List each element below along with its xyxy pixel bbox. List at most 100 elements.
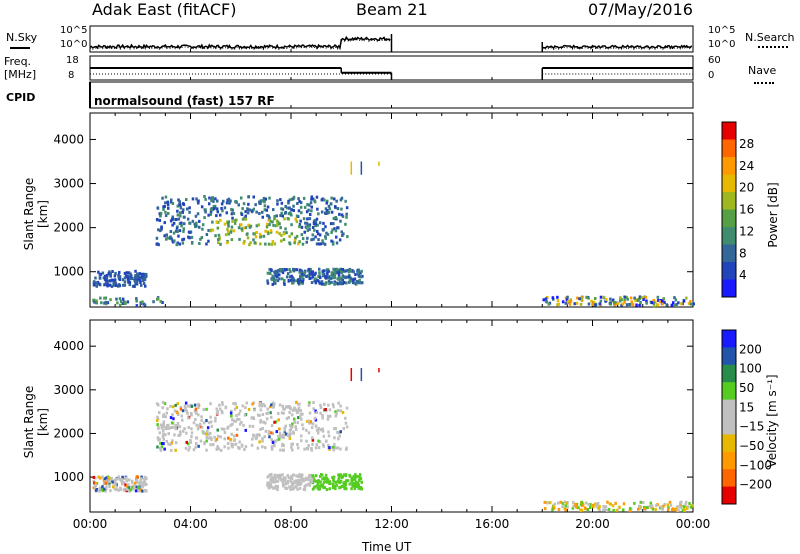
vel-echo-early-14	[108, 481, 111, 485]
vel-echo-main-140	[258, 440, 261, 444]
power-echo-ground-139	[625, 303, 629, 307]
vel-echo-ground-57	[688, 502, 691, 505]
vel-echo-ground-66	[663, 502, 666, 506]
power-echo-ground-44	[638, 295, 642, 299]
vel-echo-late-120	[289, 479, 292, 483]
vel-echo-main-347	[296, 446, 300, 450]
power-echo-early-88	[105, 279, 108, 283]
power-echo-main-405	[200, 236, 204, 239]
power-echo-late-220	[353, 281, 356, 285]
power-echo-main-250	[217, 241, 220, 245]
power-echo-main-459	[292, 195, 296, 199]
vel-echo-main-175	[319, 411, 322, 415]
vel-echo-ground-97	[622, 502, 626, 506]
vel-echo-main-278	[166, 407, 169, 411]
vel-echo-main-171	[311, 438, 315, 442]
power-echo-main-476	[327, 204, 331, 208]
power-echo-main-219	[335, 199, 338, 203]
vel-echo-late-92	[321, 477, 324, 481]
vel-echo-main-57	[216, 410, 219, 413]
power-echo-main-64	[274, 224, 278, 228]
power-echo-late-208	[310, 272, 314, 276]
power-echo-main-184	[312, 220, 316, 224]
power-echo-main-330	[345, 215, 348, 219]
power-echo-main-359	[229, 230, 233, 234]
power-echo-main-491	[234, 218, 237, 222]
vel-echo-early-127	[132, 484, 136, 488]
vel-echo-main-210	[301, 427, 305, 431]
power-echo-late-146	[272, 276, 276, 280]
vel-echo-late-188	[285, 482, 288, 486]
power-echo-main-404	[167, 206, 170, 210]
colorbar-frame-0	[721, 121, 737, 298]
nave-legend-dots	[754, 82, 774, 84]
vel-echo-early-76	[120, 478, 123, 481]
power-echo-ground-126	[569, 299, 573, 303]
vel-echo-main-501	[209, 436, 213, 440]
power-echo-main-391	[178, 229, 182, 233]
vel-echo-ground-96	[557, 507, 561, 511]
power-echo-early-31	[134, 269, 137, 273]
vel-echo-early-37	[145, 482, 148, 486]
vel-echo-main-162	[235, 433, 239, 437]
power-echo-main-42	[197, 201, 200, 205]
vel-echo-main-473	[185, 440, 188, 444]
power-echo-late-81	[307, 274, 311, 278]
vel-echo-main-296	[279, 448, 282, 452]
power-echo-late-225	[271, 278, 274, 282]
power-echo-main-478	[325, 201, 328, 205]
power-echo-early-17	[113, 274, 117, 278]
power-echo-late-229	[299, 276, 302, 280]
power-echo-main-340	[243, 239, 246, 243]
power-echo-main-506	[171, 202, 175, 205]
vel-echo-main-228	[238, 417, 241, 421]
power-echo-main-500	[264, 197, 268, 201]
colorbar-1-bin-4	[722, 399, 736, 418]
vel-echo-main-82	[300, 417, 303, 421]
vel-echo-early-125	[141, 489, 144, 493]
ytick-label-1-2: 3000	[53, 383, 84, 397]
vel-echo-main-376	[270, 424, 274, 428]
power-echo-main-39	[310, 238, 313, 242]
power-echo-late-156	[340, 278, 343, 282]
vel-echo-main-24	[277, 418, 280, 422]
vel-echo-early-96	[127, 483, 130, 487]
power-echo-main-505	[258, 232, 262, 236]
power-echo-ground-85	[642, 298, 645, 301]
power-echo-main-468	[252, 207, 255, 211]
power-echo-early-115	[144, 273, 147, 276]
power-echo-early-28	[140, 275, 143, 279]
power-echo-ground-early-2	[135, 304, 139, 308]
vel-echo-main-299	[203, 441, 206, 444]
vel-echo-main-472	[174, 424, 177, 428]
vel-echo-late-103	[319, 474, 322, 478]
vel-echo-main-463	[315, 411, 319, 414]
vel-echo-main-505	[282, 444, 285, 447]
vel-echo-late-239	[277, 475, 280, 478]
power-echo-main-88	[198, 242, 201, 245]
colorbar-tick-1-7: −200	[739, 478, 772, 492]
vel-echo-late-198	[285, 486, 289, 490]
power-echo-late-35	[283, 279, 286, 282]
vel-echo-late-210	[298, 473, 301, 477]
power-echo-late-177	[347, 270, 351, 274]
power-echo-main-289	[313, 228, 316, 232]
power-echo-late-213	[328, 275, 331, 279]
vel-echo-main-48	[328, 408, 332, 412]
vel-echo-main-391	[172, 417, 175, 421]
vel-echo-main-281	[331, 445, 334, 449]
power-echo-main-237	[208, 196, 211, 200]
colorbar-tick-1-2: 50	[739, 381, 754, 395]
power-echo-late-33	[361, 274, 364, 278]
vel-echo-late-218	[279, 477, 283, 481]
power-echo-ground-early-20	[135, 299, 138, 303]
vel-echo-late-32	[272, 476, 275, 480]
power-echo-main-325	[242, 226, 246, 230]
power-echo-ground-early-0	[106, 301, 110, 305]
power-echo-main-409	[182, 208, 185, 212]
power-echo-early-65	[118, 278, 122, 281]
power-echo-late-182	[314, 277, 317, 281]
vel-echo-main-25	[167, 442, 170, 446]
vel-echo-main-224	[237, 412, 241, 416]
vel-echo-main-420	[162, 425, 165, 429]
